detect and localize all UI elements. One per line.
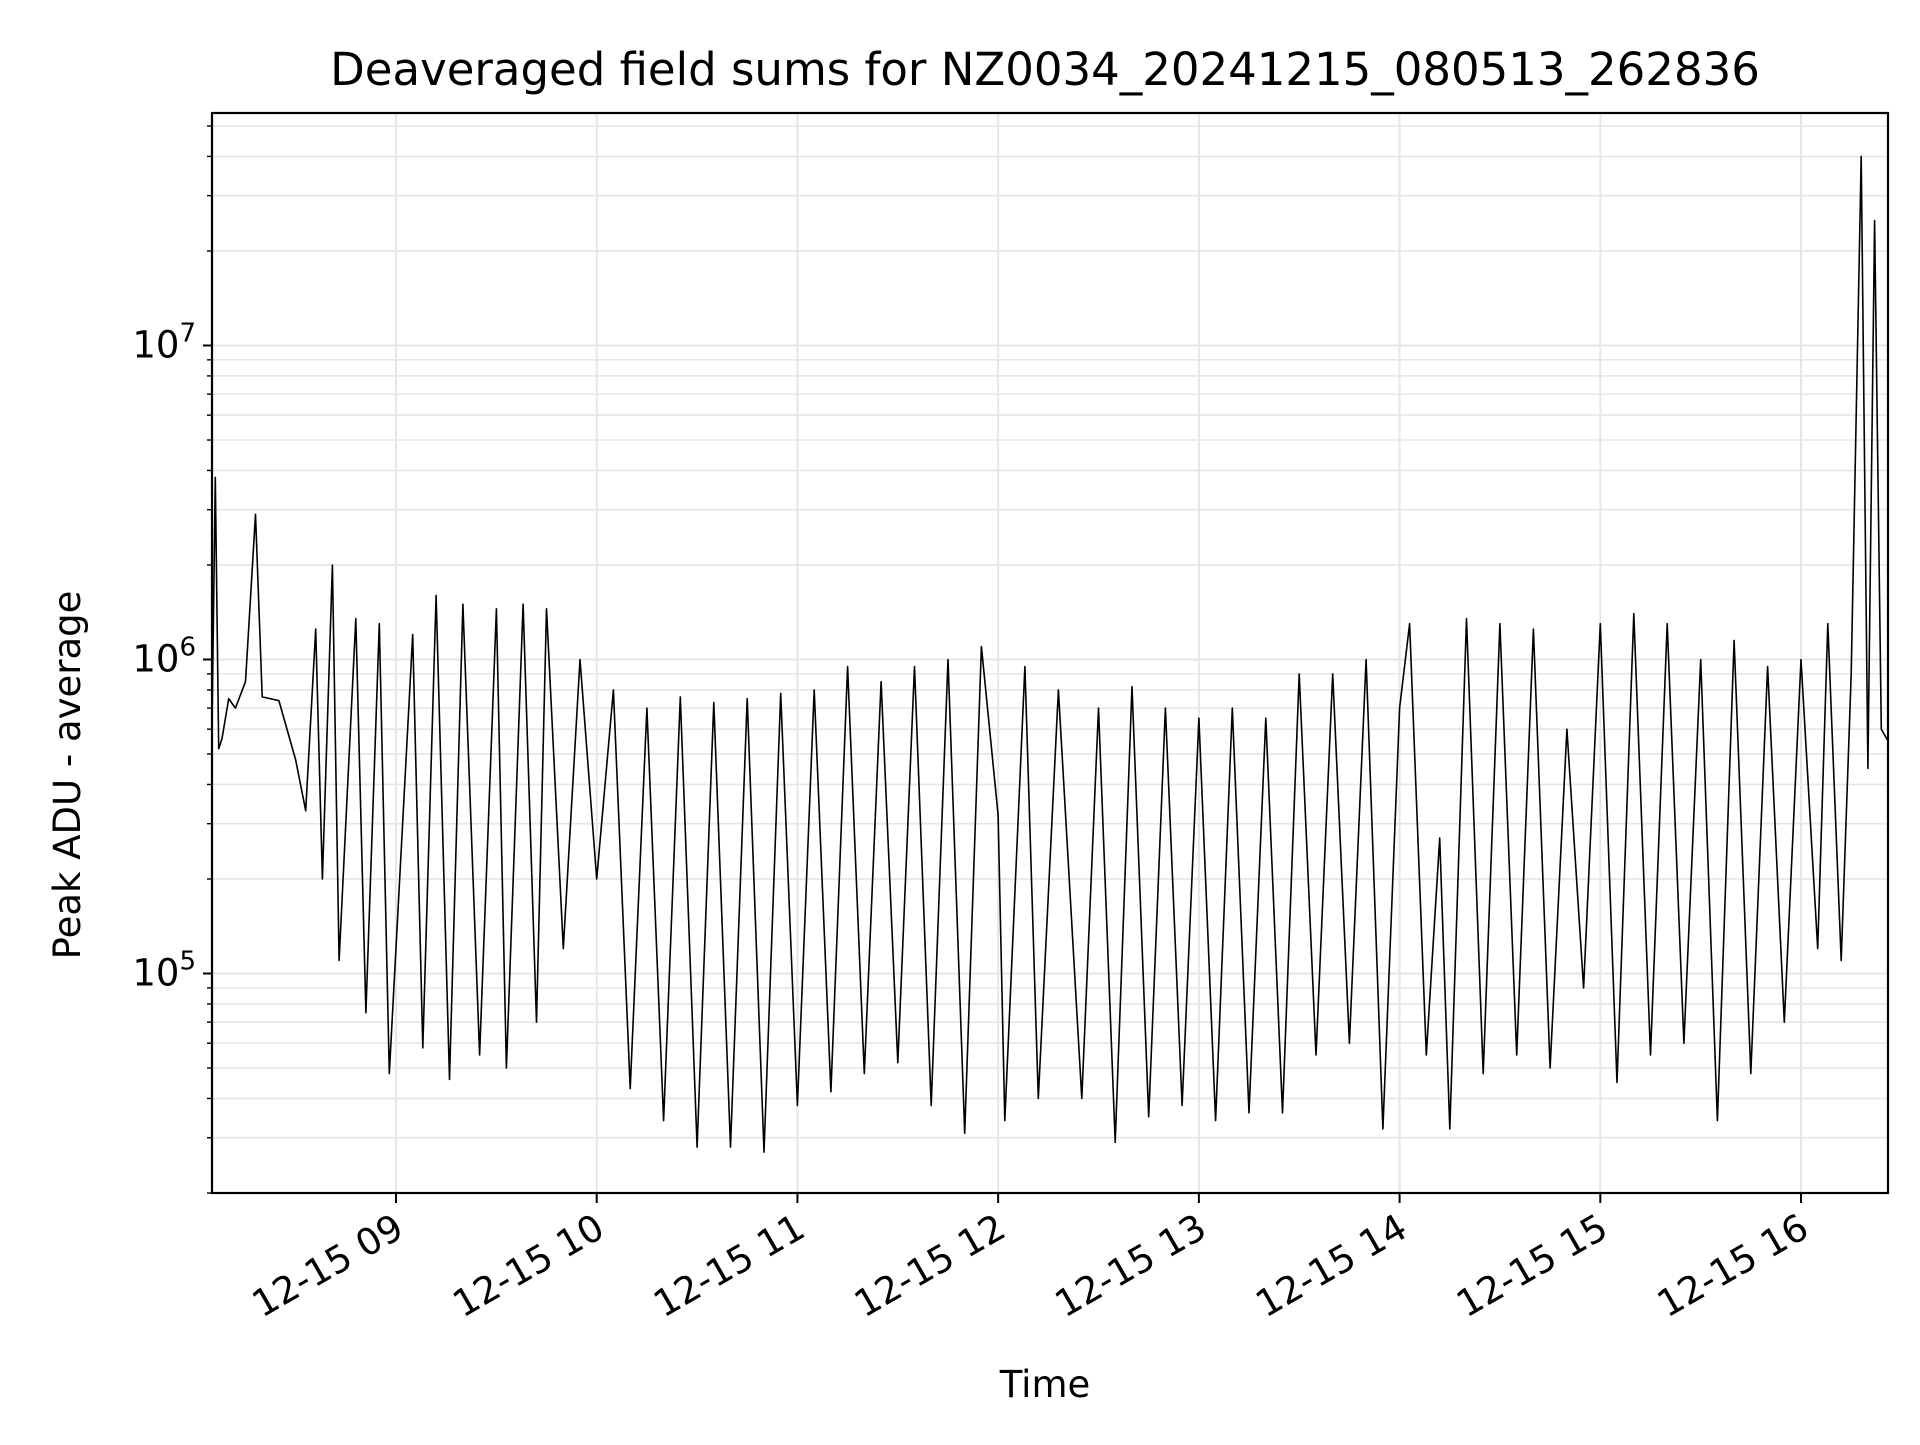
y-tick-exponent: 5	[179, 947, 196, 977]
chart-title: Deaveraged field sums for NZ0034_2024121…	[330, 43, 1760, 96]
y-tick-label: 106	[132, 632, 196, 680]
data-series-line	[211, 155, 1889, 1153]
y-tick-label: 107	[132, 318, 196, 366]
plot-frame	[210, 111, 1890, 1195]
plot-area	[211, 155, 1889, 1153]
y-tick-exponent: 7	[179, 318, 196, 348]
x-axis-label: Time	[999, 1363, 1091, 1406]
y-tick-base: 10	[132, 323, 179, 366]
grid	[212, 113, 1888, 1194]
y-tick-base: 10	[132, 952, 179, 995]
y-tick-label: 105	[132, 947, 196, 995]
y-tick-exponent: 6	[179, 632, 196, 662]
y-tick-base: 10	[132, 637, 179, 680]
y-axis-label: Peak ADU - average	[46, 591, 89, 960]
